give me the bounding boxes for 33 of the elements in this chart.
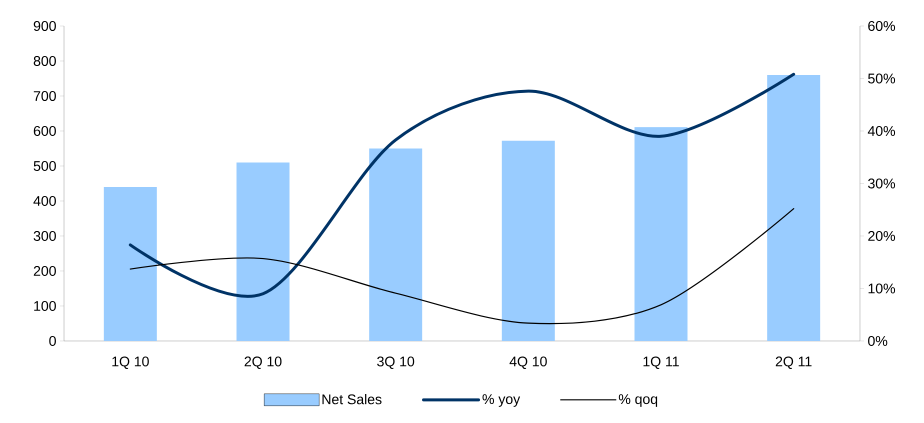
bar <box>767 75 820 341</box>
y2-tick-label: 60% <box>868 21 896 31</box>
x-tick-label: 2Q 10 <box>244 356 282 369</box>
line-series <box>130 208 794 324</box>
y-tick-label: 400 <box>33 196 56 206</box>
bar <box>369 148 422 341</box>
x-tick-label: 3Q 10 <box>377 356 414 369</box>
y-tick-label: 200 <box>34 266 56 276</box>
x-tick-label: 1Q 11 <box>644 356 679 369</box>
y-tick-label: 500 <box>34 161 56 171</box>
y-tick-label: 600 <box>34 126 56 136</box>
y2-tick-label: 40% <box>868 126 896 136</box>
legend-label: % qoq <box>618 394 658 407</box>
y2-tick-label: 50% <box>868 74 896 84</box>
bar <box>236 162 290 341</box>
x-tick-label: 1Q 10 <box>112 356 149 369</box>
y-tick-label: 100 <box>34 301 56 311</box>
y-tick-label: 700 <box>34 91 56 101</box>
legend-label: % yoy <box>482 394 520 407</box>
y2-tick-label: 10% <box>868 284 896 294</box>
legend-label: Net Sales <box>322 394 382 404</box>
y-tick-label: 900 <box>34 21 56 31</box>
bar <box>502 140 555 341</box>
bar <box>634 127 688 341</box>
y-tick-label: 300 <box>34 231 56 241</box>
x-tick-label: 2Q 11 <box>776 356 812 369</box>
y-tick-label: 0 <box>49 336 56 346</box>
y2-tick-label: 30% <box>868 178 896 188</box>
x-tick-label: 4Q 10 <box>510 356 547 369</box>
y2-tick-label: 20% <box>868 231 896 241</box>
y2-tick-label: 0% <box>868 336 888 346</box>
bar <box>104 186 157 341</box>
y-tick-label: 800 <box>34 56 56 66</box>
